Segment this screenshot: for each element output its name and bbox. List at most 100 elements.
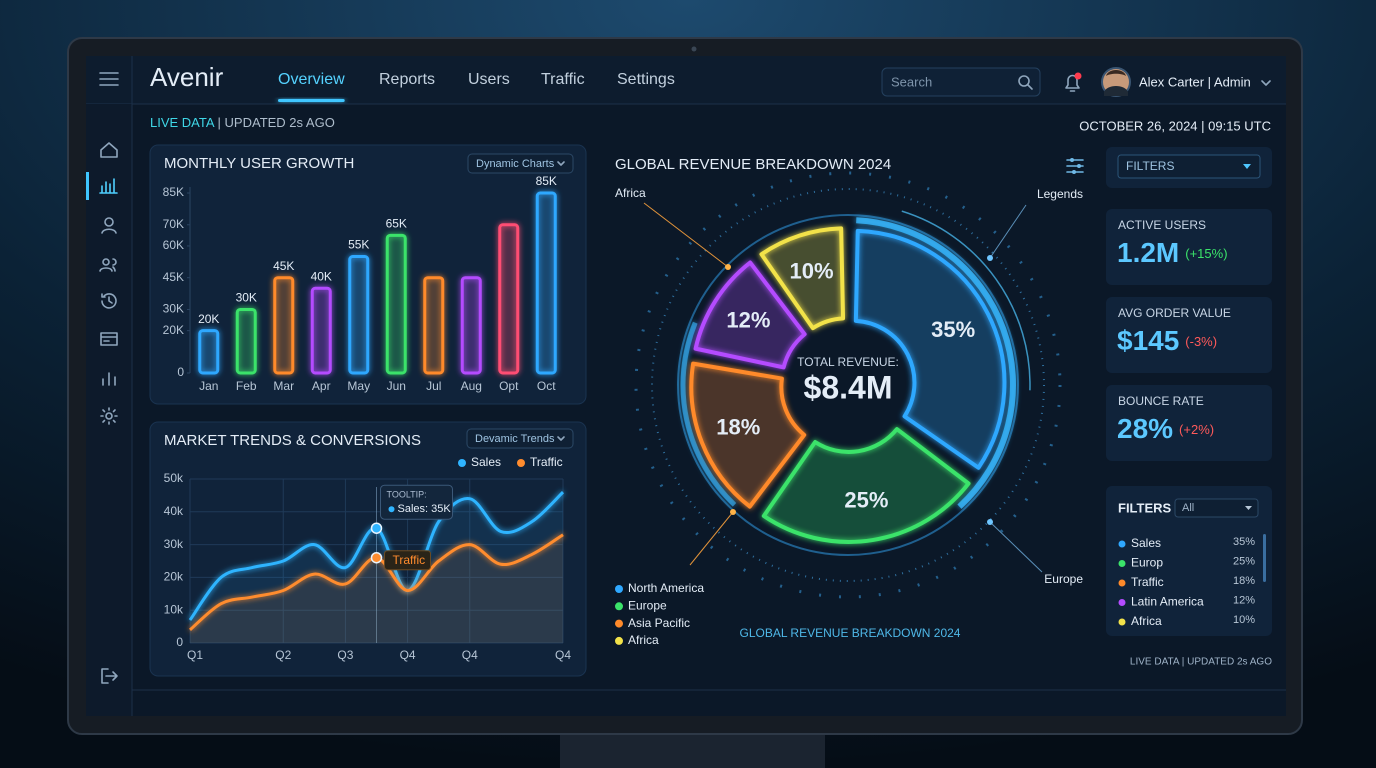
user-menu-chevron[interactable] [1261,80,1271,86]
home-icon[interactable] [100,142,118,158]
kpi-card [1106,209,1272,285]
chart-control[interactable]: Dynamic Charts [476,158,555,170]
legend-label: Africa [628,633,659,647]
bar-value-label: 40K [311,269,332,283]
history-icon[interactable] [101,293,117,309]
filter-select[interactable] [1174,498,1259,518]
bar-value-label: 45K [273,259,294,273]
filter-dropdown[interactable] [1117,154,1261,179]
pie-value-label: 12% [726,308,770,333]
user-icon[interactable] [101,217,117,234]
bar [198,329,220,375]
bar-value-label: 20K [198,312,219,326]
legend-swatch [517,459,525,467]
center-total: $8.4M [804,369,893,405]
bar-value-label: 65K [386,217,407,231]
x-tick-label: May [347,379,370,393]
menu-icon[interactable] [99,72,119,86]
kpi-value: 28% [1117,413,1173,444]
bar [423,276,445,375]
brand: Avenir [150,62,224,92]
scrollbar[interactable] [1263,534,1266,582]
nav-item[interactable]: Settings [617,71,675,88]
nav-item[interactable]: Traffic [541,71,585,88]
y-tick-label: 20K [163,323,184,337]
pie-segment [853,228,1007,470]
kpi-card [1106,297,1272,373]
nav-active-underline [278,99,345,102]
bar [535,191,557,375]
nav-item[interactable]: Overview [278,71,345,88]
billing-icon[interactable] [100,332,118,346]
chart-caption: GLOBAL REVENUE BREAKDOWN 2024 [740,626,961,640]
search-box[interactable] [881,67,1041,97]
chart-title: MARKET TRENDS & CONVERSIONS [164,432,421,449]
pie-value-label: 18% [716,414,760,439]
updated-label: | UPDATED 2s AGO [218,115,335,130]
filter-name[interactable]: Europ [1131,556,1163,570]
camera [691,46,697,52]
tooltip-box [380,484,453,520]
filter-value: 35% [1233,536,1255,548]
logout-icon[interactable] [101,668,118,684]
line-control[interactable] [466,428,574,449]
x-tick-label: Opt [499,379,519,393]
bar-control-chevron[interactable] [557,161,565,166]
pie-value-label: 35% [931,317,975,342]
user-name[interactable]: Alex Carter | Admin [1139,74,1251,89]
pie-settings-knob [1072,170,1076,174]
y-tick-label: 0 [176,635,183,649]
leader-dot [987,519,993,525]
kpi-change: (-3%) [1185,334,1217,349]
kpi-value: 1.2M [1117,237,1179,268]
chart-control[interactable]: Devamic Trends [475,433,555,445]
pie-settings-knob [1077,164,1081,168]
x-tick-label: Jun [387,379,406,393]
nav-item[interactable]: Users [468,71,510,88]
tooltip-text: Sales: 35K [398,503,452,515]
avatar-shirt [1104,86,1128,96]
legend-label: Europe [628,598,667,612]
filter-swatch [1118,560,1126,567]
bar-value-label: 30K [236,291,257,305]
bar-control[interactable] [467,153,574,174]
pie-annotation: Africa [615,186,646,200]
filter-name[interactable]: Sales [1131,536,1161,550]
nav: Overview Reports Users Traffic Settings [278,71,675,102]
bar [460,276,482,375]
reports-icon[interactable] [102,372,116,386]
y-tick-label: 50k [164,471,184,485]
kpi-value-line: 1.2M (+15%) [1117,237,1228,268]
bar [310,286,332,375]
line-control-chevron[interactable] [557,436,565,441]
annotation: Traffic [393,553,426,567]
chart-title: MONTHLY USER GROWTH [164,155,354,172]
chart-title: GLOBAL REVENUE BREAKDOWN 2024 [615,156,891,173]
bar [498,223,520,375]
users-icon[interactable] [99,258,117,272]
legend-swatch [458,459,466,467]
pie-segment [761,427,971,544]
filter-value: 25% [1233,555,1255,567]
settings-icon[interactable] [100,407,118,425]
bell-icon[interactable] [1065,74,1080,92]
filter-name[interactable]: Latin America [1131,595,1204,609]
ring-arc [680,321,737,507]
pie-annotation: Legends [1037,187,1083,201]
filter-name[interactable]: Traffic [1131,575,1164,589]
x-tick-label: Feb [236,379,257,393]
nav-item[interactable]: Reports [379,71,435,88]
x-tick-label: Apr [312,379,331,393]
filter-name[interactable]: Africa [1131,614,1162,628]
leader-dot [730,509,736,515]
x-tick-label: Q3 [337,648,353,662]
search-icon[interactable] [1018,75,1033,90]
filter-title: FILTERS [1118,500,1172,515]
kpi-change: (+15%) [1185,246,1227,261]
x-tick-label: Q1 [187,648,203,662]
bar [273,276,295,375]
analytics-icon[interactable] [99,178,118,194]
bar [385,233,407,375]
x-tick-label: Q4 [462,648,478,662]
